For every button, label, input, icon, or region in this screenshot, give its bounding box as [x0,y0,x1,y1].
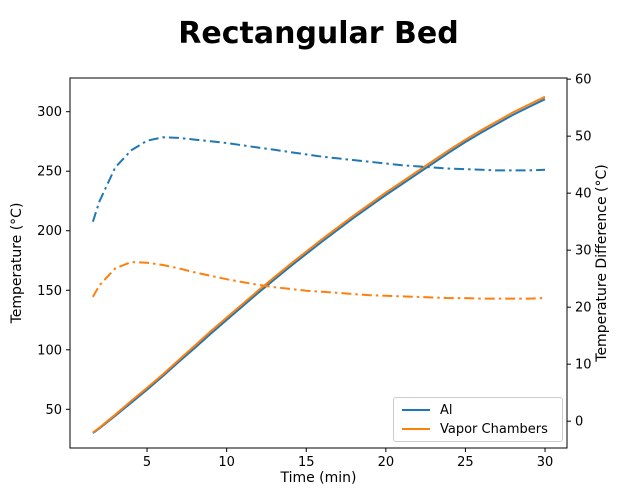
left-y-tick-label: 150 [37,284,62,299]
left-y-axis-label: Temperature (°C) [9,202,25,324]
legend-item-al: Al [402,401,554,419]
series-line-0 [92,98,546,434]
x-tick-label: 30 [537,455,554,470]
series-line-2 [91,136,546,223]
right-y-tick-label: 50 [575,130,592,145]
right-y-tick-label: 60 [575,73,592,88]
left-y-tick-label: 50 [45,403,62,418]
right-y-tick-label: 40 [575,187,592,202]
legend-label-al: Al [440,402,453,418]
left-y-tick-label: 200 [37,224,62,239]
x-tick-label: 10 [218,455,235,470]
x-tick-label: 25 [457,455,474,470]
legend: Al Vapor Chambers [393,397,563,442]
left-y-tick-label: 100 [37,343,62,358]
right-y-axis-label: Temperature Difference (°C) [594,164,610,362]
series-line-1 [92,95,546,434]
left-y-tick-label: 300 [37,105,62,120]
x-tick-label: 5 [143,455,151,470]
plot-frame [69,77,568,449]
right-y-tick-label: 20 [575,301,592,316]
legend-line-sample-vapor-chambers [402,428,430,430]
x-tick-label: 15 [298,455,315,470]
x-tick-label: 20 [378,455,395,470]
right-y-tick-label: 0 [575,415,583,430]
right-y-tick-label: 10 [575,358,592,373]
legend-label-vapor-chambers: Vapor Chambers [440,421,548,437]
legend-line-sample-al [402,409,430,411]
x-axis-label: Time (min) [280,470,357,486]
series-line-3 [92,261,546,300]
legend-item-vapor-chambers: Vapor Chambers [402,420,554,438]
chart-title: Rectangular Bed [178,16,459,51]
left-y-tick-label: 250 [37,165,62,180]
right-y-tick-label: 30 [575,244,592,259]
